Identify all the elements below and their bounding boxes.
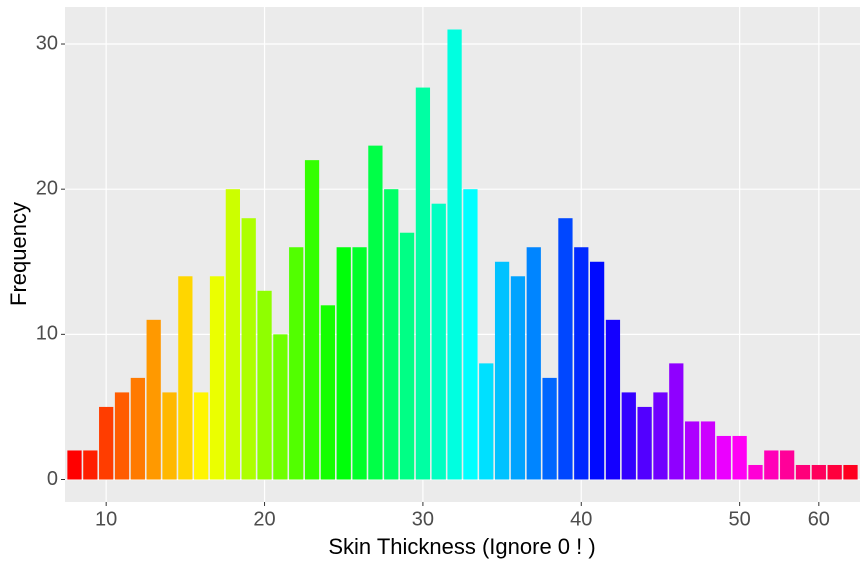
bar xyxy=(83,450,98,480)
bar xyxy=(811,464,826,480)
y-axis-title: Frequency xyxy=(6,202,31,306)
bar xyxy=(716,435,731,480)
bar xyxy=(463,189,478,480)
bar xyxy=(558,218,573,480)
bar xyxy=(225,189,240,480)
bar xyxy=(447,29,462,480)
bar xyxy=(526,247,541,480)
bar xyxy=(273,334,288,480)
y-tick-label: 20 xyxy=(36,177,58,199)
bar xyxy=(510,276,526,480)
bar xyxy=(843,464,858,480)
bar xyxy=(304,160,320,480)
x-tick-label: 40 xyxy=(570,508,592,530)
bar xyxy=(289,247,304,480)
x-tick-label: 10 xyxy=(95,508,117,530)
bar xyxy=(542,377,557,480)
bar xyxy=(479,363,494,480)
bar xyxy=(653,392,668,480)
bar xyxy=(336,247,351,480)
bar xyxy=(574,247,589,480)
bar xyxy=(748,464,763,480)
bar xyxy=(99,406,114,480)
bar xyxy=(431,203,446,480)
bar xyxy=(399,232,415,480)
bar xyxy=(764,450,779,480)
bar xyxy=(700,421,716,480)
bar xyxy=(384,189,399,480)
bar xyxy=(589,261,605,480)
bar xyxy=(621,392,636,480)
bar xyxy=(178,276,193,480)
y-tick-label: 30 xyxy=(36,32,58,54)
y-tick-label: 10 xyxy=(36,323,58,345)
x-tick-label: 50 xyxy=(729,508,751,530)
bar xyxy=(368,145,383,480)
bar xyxy=(194,392,209,480)
bar xyxy=(209,276,225,480)
bar xyxy=(732,435,747,480)
bar xyxy=(669,363,684,480)
x-tick-label: 30 xyxy=(412,508,434,530)
bar xyxy=(637,406,652,480)
bar xyxy=(827,464,842,480)
bar xyxy=(130,377,145,480)
bar xyxy=(780,450,795,480)
bar xyxy=(320,305,336,480)
bar xyxy=(162,392,177,480)
y-tick-label: 0 xyxy=(47,468,58,490)
bar xyxy=(146,319,161,480)
bar xyxy=(415,87,431,480)
x-tick-label: 60 xyxy=(808,508,830,530)
bar xyxy=(352,247,367,480)
x-axis-title: Skin Thickness (Ignore 0 ! ) xyxy=(328,534,595,559)
bar xyxy=(795,464,811,480)
x-tick-label: 20 xyxy=(253,508,275,530)
bar xyxy=(605,319,621,480)
bar xyxy=(241,218,256,480)
bar xyxy=(494,261,510,480)
bar xyxy=(685,421,700,480)
bar xyxy=(257,290,272,480)
bar xyxy=(67,450,82,480)
bar xyxy=(114,392,130,480)
